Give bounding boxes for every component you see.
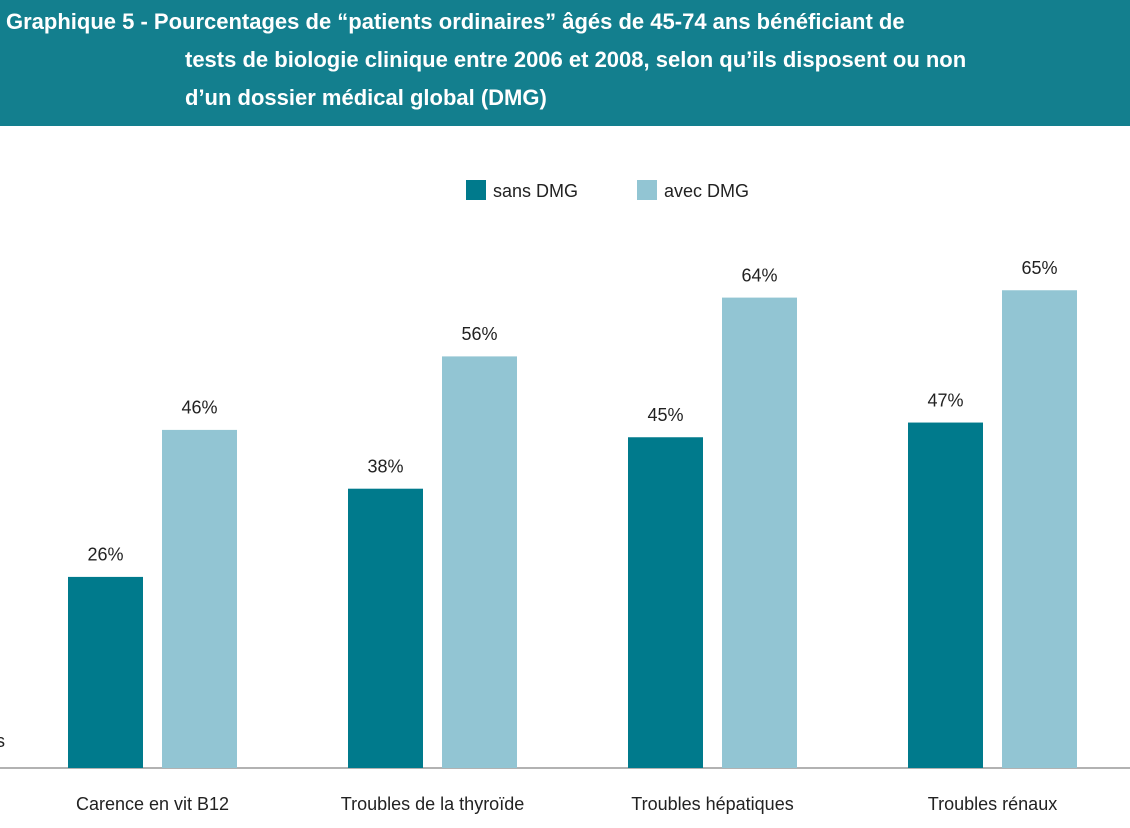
data-label: 45%	[647, 405, 683, 425]
cropped-text: s	[0, 731, 5, 751]
title-banner	[0, 0, 1130, 126]
bar	[1002, 290, 1077, 768]
data-label: 38%	[367, 456, 403, 476]
data-label: 64%	[741, 265, 777, 285]
bar	[68, 576, 143, 768]
bar	[722, 297, 797, 768]
legend-swatch	[466, 180, 486, 200]
legend-swatch	[637, 180, 657, 200]
x-tick-label: Troubles rénaux	[928, 794, 1057, 814]
x-tick-label: Troubles de la thyroïde	[341, 794, 524, 814]
legend-label: sans DMG	[493, 181, 578, 201]
bar	[442, 356, 517, 768]
chart-title: tests de biologie clinique entre 2006 et…	[185, 47, 966, 72]
data-label: 65%	[1021, 258, 1057, 278]
bar	[628, 437, 703, 768]
data-label: 46%	[181, 398, 217, 418]
bar	[162, 429, 237, 768]
chart-title: Graphique 5 - Pourcentages de “patients …	[6, 9, 905, 34]
legend-label: avec DMG	[664, 181, 749, 201]
bar	[348, 488, 423, 768]
data-label: 26%	[87, 545, 123, 565]
data-label: 56%	[461, 324, 497, 344]
chart-title: d’un dossier médical global (DMG)	[185, 85, 547, 110]
x-tick-label: Carence en vit B12	[76, 794, 229, 814]
data-label: 47%	[927, 390, 963, 410]
bar	[908, 422, 983, 768]
x-tick-label: Troubles hépatiques	[631, 794, 793, 814]
